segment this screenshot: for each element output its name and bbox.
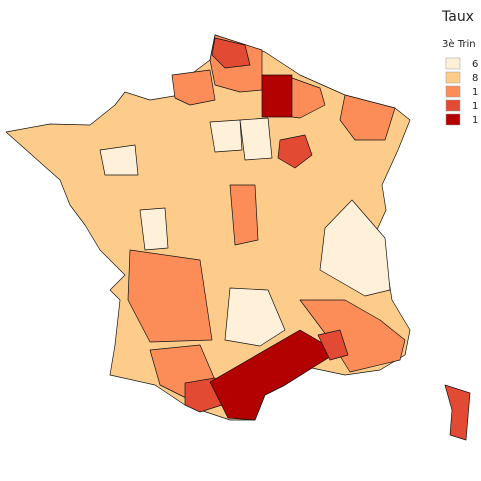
region [319, 199, 391, 297]
france-map [5, 34, 471, 441]
region [261, 74, 293, 118]
france-outline [5, 34, 411, 421]
region [444, 384, 471, 441]
region [209, 329, 339, 421]
legend-label: 6 [472, 59, 478, 70]
region [224, 287, 286, 347]
region [291, 77, 326, 119]
region [99, 144, 139, 176]
legend-title: Taux [441, 9, 474, 25]
legend-label: 1 [472, 115, 478, 126]
region [127, 249, 213, 343]
legend-subtitle: 3è Trin [442, 38, 476, 50]
region [317, 329, 349, 361]
legend: 6 8 1 1 1 [445, 57, 478, 126]
region [171, 69, 216, 106]
legend-swatch [445, 57, 461, 70]
region [209, 119, 243, 153]
region [239, 117, 273, 161]
legend-swatch [445, 113, 461, 126]
region [211, 37, 251, 69]
legend-swatch [445, 99, 461, 112]
legend-swatch [445, 71, 461, 84]
region [139, 207, 169, 251]
legend-swatch [445, 85, 461, 98]
legend-label: 8 [472, 73, 478, 84]
region [229, 184, 259, 246]
legend-label: 1 [472, 101, 478, 112]
region [277, 134, 313, 169]
region [339, 94, 396, 141]
legend-label: 1 [472, 87, 478, 98]
